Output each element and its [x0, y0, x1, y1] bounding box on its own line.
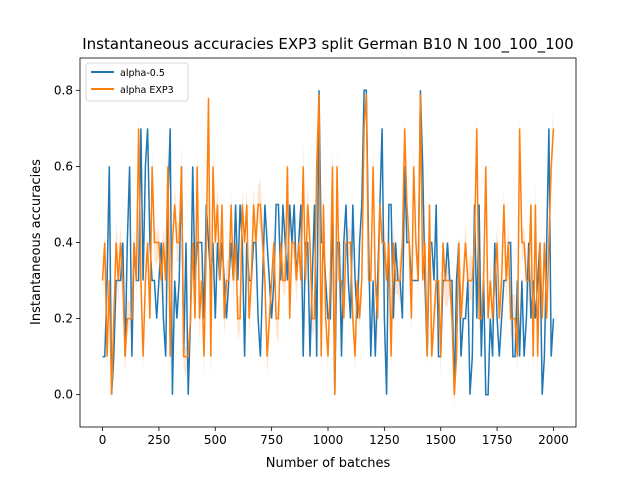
- x-tick-label: 1750: [482, 433, 513, 447]
- y-tick-label: 0.8: [54, 83, 73, 97]
- x-axis: 0 250 500 750 1000 1250 1500 1750 2000: [99, 427, 569, 447]
- x-tick-label: 250: [147, 433, 170, 447]
- y-tick-label: 0.6: [54, 159, 73, 173]
- y-tick-label: 0.2: [54, 312, 73, 326]
- x-tick-label: 1000: [313, 433, 344, 447]
- x-tick-label: 750: [260, 433, 283, 447]
- chart-title: Instantaneous accuracies EXP3 split Germ…: [82, 35, 573, 54]
- x-tick-label: 2000: [538, 433, 569, 447]
- series-line-alpha-exp3: [101, 94, 555, 395]
- x-tick-label: 1500: [425, 433, 456, 447]
- y-axis: 0.0 0.2 0.4 0.6 0.8: [54, 83, 80, 402]
- legend-label-alpha-exp3: alpha EXP3: [120, 85, 174, 96]
- series-lines: [101, 89, 555, 396]
- legend-label-alpha-0.5: alpha-0.5: [120, 68, 165, 79]
- y-axis-label: Instantaneous accuracies: [29, 159, 44, 325]
- y-tick-label: 0.4: [54, 236, 73, 250]
- x-axis-label: Number of batches: [266, 456, 391, 471]
- x-tick-label: 0: [99, 433, 107, 447]
- x-tick-label: 500: [204, 433, 227, 447]
- legend: alpha-0.5 alpha EXP3: [85, 62, 189, 102]
- x-tick-label: 1250: [369, 433, 400, 447]
- y-tick-label: 0.0: [54, 388, 73, 402]
